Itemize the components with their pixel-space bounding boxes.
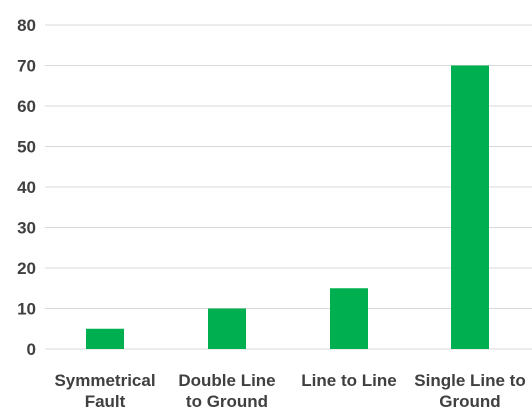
y-tick-label: 60 — [17, 97, 36, 116]
gridlines — [45, 24, 532, 350]
bars — [86, 65, 489, 349]
x-category-label: to Ground — [186, 392, 268, 411]
x-category-label: Single Line to — [414, 371, 525, 390]
y-tick-label: 20 — [17, 259, 36, 278]
x-category-label: Double Line — [178, 371, 275, 390]
x-axis-category-labels: Symmetrical Fault Double Line to Ground Line… — [54, 371, 525, 411]
y-tick-label: 50 — [17, 138, 36, 157]
x-category-label: Ground — [439, 392, 500, 411]
y-tick-label: 10 — [17, 300, 36, 319]
y-tick-label: 70 — [17, 57, 36, 76]
y-tick-label: 0 — [27, 340, 36, 359]
bar — [208, 308, 246, 349]
y-tick-label: 40 — [17, 178, 36, 197]
bar — [86, 328, 124, 349]
x-category-label: Fault — [85, 392, 126, 411]
x-category-label: Symmetrical — [54, 371, 155, 390]
x-category-label: Line to Line — [301, 371, 396, 390]
y-axis-tick-labels: 0 10 20 30 40 50 60 70 80 — [17, 16, 36, 359]
y-tick-label: 30 — [17, 219, 36, 238]
bar — [330, 288, 368, 349]
y-tick-label: 80 — [17, 16, 36, 35]
bar — [451, 65, 489, 349]
